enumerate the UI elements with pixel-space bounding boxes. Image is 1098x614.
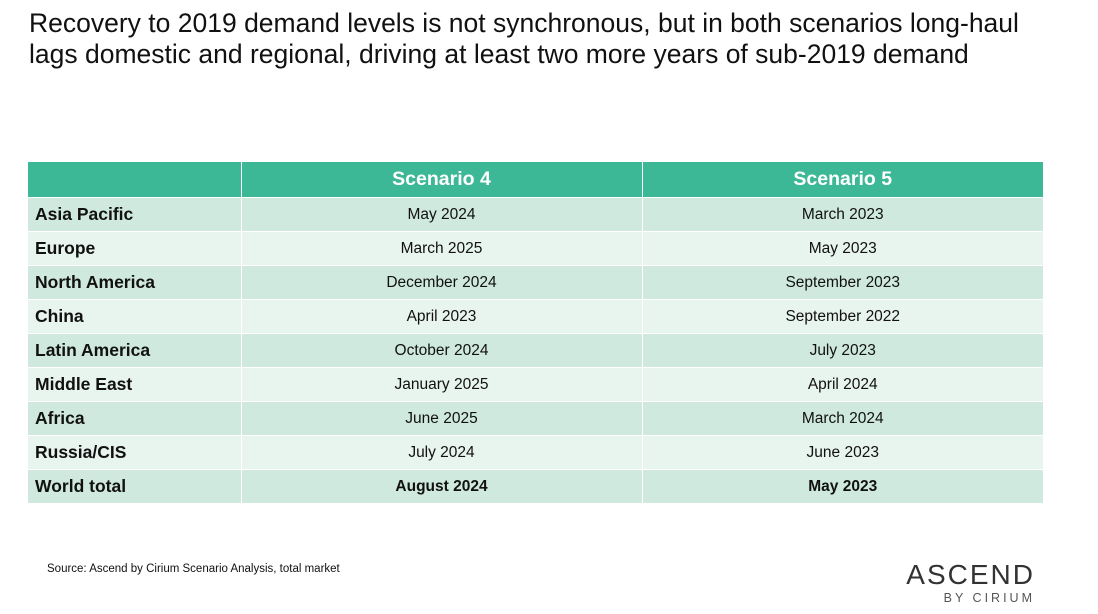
scenario-4-cell: October 2024 (241, 333, 643, 368)
table-row: China April 2023 September 2022 (28, 299, 1043, 334)
table-row-world-total: World total August 2024 May 2023 (28, 469, 1043, 503)
slide-title: Recovery to 2019 demand levels is not sy… (29, 8, 1019, 69)
scenario-5-cell: September 2023 (642, 265, 1043, 300)
region-cell: Europe (28, 231, 242, 266)
recovery-table: Scenario 4 Scenario 5 Asia Pacific May 2… (28, 162, 1043, 503)
scenario-5-cell: March 2023 (642, 197, 1043, 232)
scenario-4-cell: July 2024 (241, 435, 643, 470)
table-row: North America December 2024 September 20… (28, 265, 1043, 300)
scenario-4-cell: March 2025 (241, 231, 643, 266)
scenario-4-cell: December 2024 (241, 265, 643, 300)
scenario-5-cell: April 2024 (642, 367, 1043, 402)
table-header-row: Scenario 4 Scenario 5 (28, 162, 1043, 198)
table-row: Asia Pacific May 2024 March 2023 (28, 197, 1043, 232)
table-row: Africa June 2025 March 2024 (28, 401, 1043, 436)
region-cell: North America (28, 265, 242, 300)
header-scenario-4: Scenario 4 (241, 162, 643, 198)
scenario-5-cell: May 2023 (642, 469, 1043, 503)
table-row: Middle East January 2025 April 2024 (28, 367, 1043, 402)
region-cell: Africa (28, 401, 242, 436)
logo-tagline: BY CIRIUM (943, 591, 1035, 605)
region-cell: Latin America (28, 333, 242, 368)
table-row: Latin America October 2024 July 2023 (28, 333, 1043, 368)
scenario-4-cell: May 2024 (241, 197, 643, 232)
source-note: Source: Ascend by Cirium Scenario Analys… (47, 563, 340, 575)
region-cell: Middle East (28, 367, 242, 402)
region-cell: China (28, 299, 242, 334)
scenario-4-cell: January 2025 (241, 367, 643, 402)
scenario-5-cell: March 2024 (642, 401, 1043, 436)
region-cell: World total (28, 469, 242, 503)
region-cell: Asia Pacific (28, 197, 242, 232)
scenario-5-cell: July 2023 (642, 333, 1043, 368)
scenario-4-cell: April 2023 (241, 299, 643, 334)
table-row: Europe March 2025 May 2023 (28, 231, 1043, 266)
ascend-logo: ASCEND BY CIRIUM (906, 560, 1035, 606)
region-cell: Russia/CIS (28, 435, 242, 470)
scenario-5-cell: May 2023 (642, 231, 1043, 266)
scenario-5-cell: September 2022 (642, 299, 1043, 334)
scenario-4-cell: June 2025 (241, 401, 643, 436)
scenario-4-cell: August 2024 (241, 469, 643, 503)
logo-wordmark: ASCEND (906, 559, 1035, 590)
table-row: Russia/CIS July 2024 June 2023 (28, 435, 1043, 470)
header-scenario-5: Scenario 5 (642, 162, 1043, 198)
scenario-5-cell: June 2023 (642, 435, 1043, 470)
header-region (28, 162, 242, 198)
